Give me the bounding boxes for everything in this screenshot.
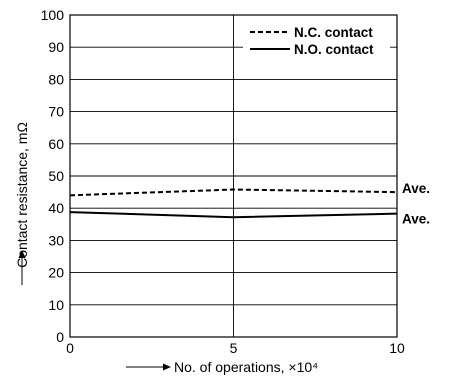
y-axis-label: Contact resistance, mΩ — [14, 122, 30, 268]
y-tick-label-10: 10 — [48, 297, 64, 313]
y-tick-label-50: 50 — [48, 168, 64, 184]
x-axis-label: No. of operations, ×10⁴ — [174, 359, 318, 375]
y-tick-label-0: 0 — [56, 329, 64, 345]
series-line-1 — [69, 211, 398, 219]
y-tick-label-80: 80 — [48, 71, 64, 87]
y-tick-label-100: 100 — [41, 7, 65, 23]
average-labels: Ave. Ave. — [402, 181, 430, 227]
x-axis-arrowhead — [163, 363, 171, 371]
y-axis-arrowhead — [18, 250, 26, 258]
series-line-0 — [69, 188, 398, 197]
ave-label-1: Ave. — [402, 212, 430, 227]
y-tick-label-60: 60 — [48, 136, 64, 152]
x-axis-title: No. of operations, ×10⁴ — [126, 359, 318, 375]
y-tick-label-90: 90 — [48, 39, 64, 55]
y-axis-title: Contact resistance, mΩ — [14, 122, 30, 285]
ave-label-0: Ave. — [402, 181, 430, 196]
y-tick-label-20: 20 — [48, 265, 64, 281]
y-tick-label-40: 40 — [48, 200, 64, 216]
y-tick-labels: 0 10 20 30 40 50 60 70 80 90 100 — [41, 7, 65, 345]
y-tick-label-30: 30 — [48, 232, 64, 248]
y-tick-label-70: 70 — [48, 104, 64, 120]
grid-lines — [70, 15, 397, 337]
legend-label-no: N.O. contact — [294, 42, 374, 57]
x-tick-label-0: 0 — [66, 340, 74, 356]
series-lines — [69, 188, 398, 219]
x-tick-labels: 0 5 10 — [66, 340, 405, 356]
legend-label-nc: N.C. contact — [294, 25, 373, 40]
legend-background — [243, 22, 390, 60]
plot-frame — [69, 14, 398, 338]
x-tick-label-10: 10 — [389, 340, 405, 356]
legend: N.C. contact N.O. contact — [243, 22, 390, 60]
x-tick-label-5: 5 — [230, 340, 238, 356]
